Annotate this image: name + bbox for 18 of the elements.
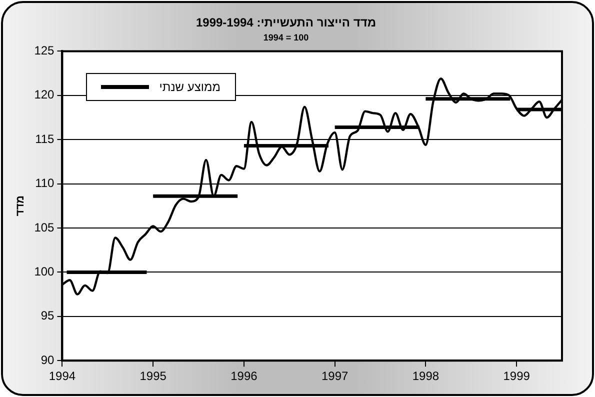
legend-label: ממוצע שנתי [159,80,221,94]
y-tick-label: 90 [40,352,55,367]
x-tick-label: 1996 [230,369,258,384]
y-tick-label: 115 [35,132,55,146]
y-tick-label: 105 [34,220,55,234]
y-tick-label: 100 [34,264,55,279]
y-tick-label: 110 [35,176,55,190]
x-tick-label: 1998 [412,369,440,384]
chart-title: מדד הייצור התעשייתי: 1999-1994 [196,16,376,30]
y-tick-label: 120 [34,88,55,102]
x-tick-label: 1994 [48,369,76,384]
y-tick-label: 95 [40,308,55,323]
x-tick-label: 1999 [503,369,530,384]
y-tick-label: 125 [34,44,55,58]
x-tick-label: 1997 [321,369,348,384]
y-axis-title: מדד [14,195,27,216]
x-tick-label: 1995 [140,369,167,384]
chart-subtitle: 1994 = 100 [263,32,309,42]
